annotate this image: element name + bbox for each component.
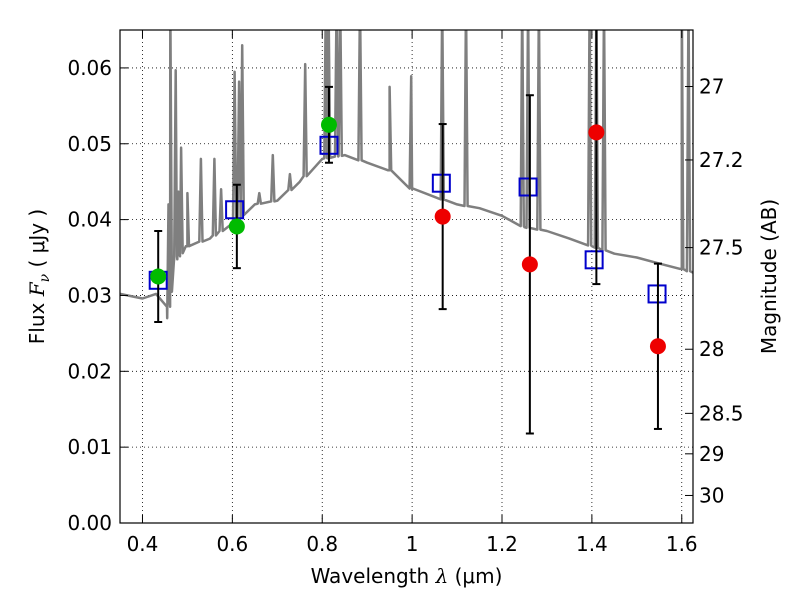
y-tick-label: 0.00 bbox=[67, 511, 112, 535]
mag-tick-label: 27.5 bbox=[699, 236, 744, 260]
right-axis-label: Magnitude (AB) bbox=[757, 199, 781, 354]
x-tick-label: 1 bbox=[406, 532, 419, 556]
flux-point bbox=[521, 256, 538, 273]
model-square-marker bbox=[225, 200, 245, 220]
data-points bbox=[148, 30, 667, 435]
y-axis-label: Flux Fν ( μJy ) bbox=[25, 209, 53, 344]
y-tick-label: 0.03 bbox=[67, 283, 112, 307]
axis-labels: Wavelength λ (μm) Flux Fν ( μJy ) Magnitud… bbox=[25, 199, 781, 588]
flux-point bbox=[434, 208, 451, 225]
mag-tick-label: 28 bbox=[699, 337, 724, 361]
y-tick-label: 0.01 bbox=[67, 435, 112, 459]
y-tick-label: 0.05 bbox=[67, 132, 112, 156]
x-tick-label: 0.4 bbox=[127, 532, 159, 556]
x-tick-label: 0.8 bbox=[306, 532, 338, 556]
mag-tick-label: 29 bbox=[699, 442, 724, 466]
y-tick-label: 0.02 bbox=[67, 359, 112, 383]
mag-tick-label: 30 bbox=[699, 483, 724, 507]
flux-point bbox=[150, 268, 167, 285]
model-square-marker bbox=[431, 173, 451, 193]
x-tick-label: 1.4 bbox=[576, 532, 608, 556]
x-axis-label: Wavelength λ (μm) bbox=[311, 564, 503, 588]
flux-point bbox=[228, 218, 245, 235]
model-square-marker bbox=[584, 250, 604, 270]
template-spectrum-line bbox=[120, 30, 693, 320]
mag-tick-label: 27 bbox=[699, 75, 724, 99]
plot-frame bbox=[119, 29, 694, 524]
x-tick-label: 0.6 bbox=[216, 532, 248, 556]
x-tick-label: 1.6 bbox=[666, 532, 698, 556]
flux-point bbox=[320, 116, 337, 133]
model-square-marker bbox=[518, 177, 538, 197]
y-tick-label: 0.04 bbox=[67, 208, 112, 232]
x-tick-label: 1.2 bbox=[486, 532, 518, 556]
y-tick-label: 0.06 bbox=[67, 56, 112, 80]
template-spectrum bbox=[120, 30, 693, 320]
flux-point bbox=[588, 124, 605, 141]
mag-tick-label: 27.2 bbox=[699, 148, 744, 172]
grid bbox=[120, 30, 693, 524]
axis-ticks: 0.4 0.6 0.8 1 1.2 1.4 1.6 0.00 0.01 0.02 0.03 0.04 0… bbox=[67, 30, 744, 556]
mag-tick-label: 28.5 bbox=[699, 401, 744, 425]
flux-point bbox=[649, 338, 666, 355]
